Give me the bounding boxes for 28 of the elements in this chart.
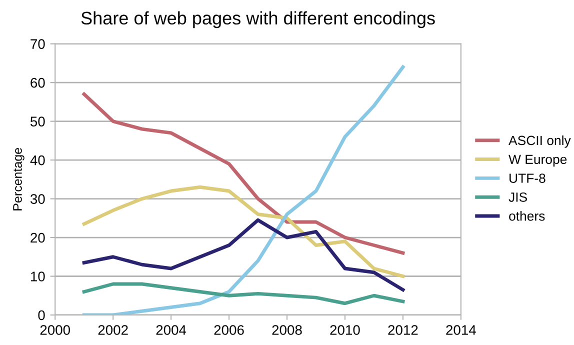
legend-label: ASCII only [508,135,571,148]
y-tick-label: 0 [38,310,45,320]
y-tick-label: 60 [30,78,45,88]
legend-label: others [509,211,545,221]
x-tick-label: 2014 [446,325,476,335]
y-axis-title: Percentage [13,148,24,210]
y-tick-label: 40 [30,155,45,166]
x-tick-label: 2008 [272,325,302,335]
line-series [82,185,405,278]
line-series [82,218,405,292]
line-series [82,65,405,315]
x-tick-label: 2004 [156,325,186,335]
x-tick-label: 2012 [388,325,418,335]
x-tick-label: 2002 [98,325,128,335]
legend-label: W Europe [508,154,567,167]
chart-title: Share of web pages with different encodings [81,11,435,28]
line-series [82,92,405,255]
y-tick-label: 30 [30,194,45,204]
y-tick-label: 70 [30,39,45,49]
legend-label: UTF-8 [510,174,546,183]
x-tick-label: 2000 [40,325,70,335]
y-tick-label: 10 [30,272,45,282]
x-tick-label: 2006 [214,325,244,335]
y-tick-label: 20 [30,232,45,243]
x-tick-label: 2010 [330,325,360,335]
y-tick-label: 50 [30,116,45,126]
legend-label: JIS [508,192,527,202]
line-series [82,282,405,306]
